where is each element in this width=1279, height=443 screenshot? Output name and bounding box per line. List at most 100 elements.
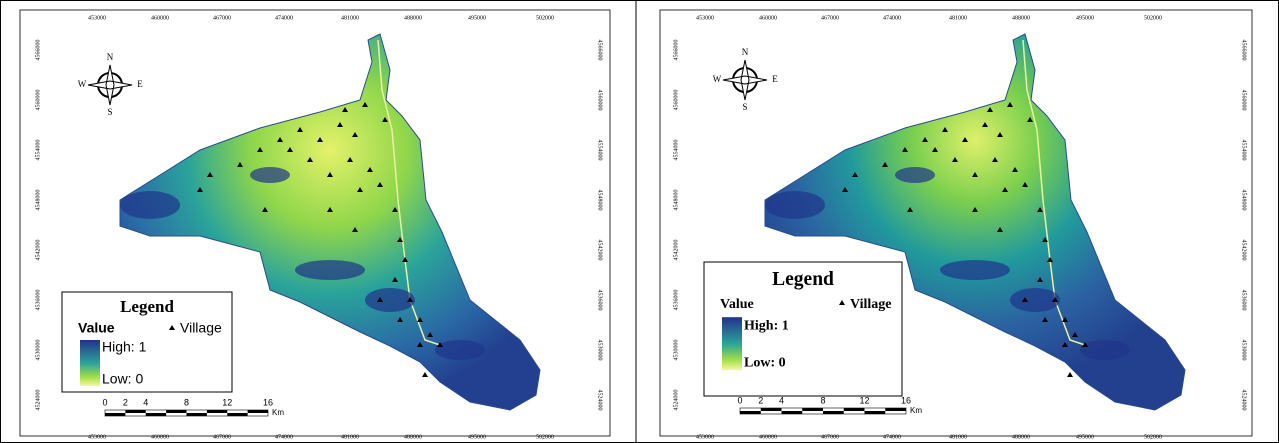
y-coord-label: 4560000 (1241, 90, 1247, 111)
low-zone (250, 167, 290, 183)
y-coord-label: 4530000 (35, 340, 41, 361)
scale-segment (146, 413, 166, 416)
x-coord-label: 502000 (1144, 434, 1162, 440)
low-zone (940, 260, 1010, 280)
legend-high: High: 1 (744, 319, 789, 334)
x-coord-label: 474000 (275, 15, 293, 21)
compass-star (88, 65, 132, 105)
y-coord-label: 4536000 (673, 290, 679, 311)
x-coord-label: 481000 (341, 15, 359, 21)
scale-segment (207, 410, 227, 413)
x-coord-label: 453000 (88, 15, 106, 21)
y-coord-label: 4542000 (35, 240, 41, 261)
y-coord-label: 4560000 (673, 90, 679, 111)
x-coord-label: 453000 (696, 434, 714, 440)
map-panel: 4530004530004600004600004670004670004740… (20, 10, 610, 440)
y-coord-label: 4536000 (35, 290, 41, 311)
compass-n: N (742, 47, 749, 57)
x-coord-label: 495000 (468, 434, 486, 440)
scale-label: 0 (102, 397, 107, 407)
village-marker (422, 372, 428, 377)
legend-title: Legend (120, 297, 174, 316)
y-coord-label: 4548000 (673, 190, 679, 211)
scale-label: 2 (758, 395, 763, 405)
y-coord-label: 4548000 (1241, 190, 1247, 211)
scale-label: 12 (222, 397, 232, 407)
x-coord-label: 481000 (949, 15, 967, 21)
x-coord-label: 467000 (821, 434, 839, 440)
x-coord-label: 467000 (213, 15, 231, 21)
scale-segment (125, 410, 145, 413)
legend-value: Value (78, 320, 115, 336)
y-coord-label: 4554000 (35, 140, 41, 161)
y-coord-label: 4536000 (597, 290, 603, 311)
scale-segment (782, 411, 803, 414)
y-coord-label: 4566000 (673, 40, 679, 61)
scale-segment (823, 411, 844, 414)
x-coord-label: 495000 (468, 15, 486, 21)
compass-w: W (713, 74, 722, 84)
low-zone (1010, 288, 1060, 312)
x-coord-label: 467000 (213, 434, 231, 440)
scale-label: 8 (820, 395, 825, 405)
x-coord-label: 502000 (536, 15, 554, 21)
compass-star (723, 60, 767, 100)
x-coord-label: 488000 (404, 15, 422, 21)
x-coord-label: 488000 (1012, 434, 1030, 440)
low-zone (295, 260, 365, 280)
scale-unit: Km (272, 408, 284, 417)
y-coord-label: 4548000 (597, 190, 603, 211)
x-coord-label: 495000 (1076, 15, 1094, 21)
y-coord-label: 4566000 (597, 40, 603, 61)
legend-high: High: 1 (102, 339, 147, 355)
scale-unit: Km (910, 406, 922, 415)
x-coord-label: 481000 (341, 434, 359, 440)
legend-ramp (80, 340, 100, 386)
y-coord-label: 4548000 (35, 190, 41, 211)
legend-low: Low: 0 (744, 355, 786, 370)
x-coord-label: 481000 (949, 434, 967, 440)
x-coord-label: 460000 (151, 15, 169, 21)
scale-label: 4 (779, 395, 784, 405)
y-coord-label: 4524000 (1241, 390, 1247, 411)
scale-label: 4 (143, 397, 148, 407)
low-zone (435, 340, 485, 360)
x-coord-label: 502000 (536, 434, 554, 440)
legend-village: Village (850, 297, 891, 312)
scale-segment (865, 411, 886, 414)
scale-label: 2 (123, 397, 128, 407)
legend-low: Low: 0 (102, 371, 143, 387)
x-coord-label: 474000 (883, 434, 901, 440)
scale-label: 8 (184, 397, 189, 407)
scale-segment (105, 413, 125, 416)
scale-segment (844, 408, 865, 411)
scale-segment (187, 413, 207, 416)
compass-w: W (78, 79, 87, 89)
compass-e: E (772, 74, 778, 84)
y-coord-label: 4554000 (673, 140, 679, 161)
y-coord-label: 4530000 (597, 340, 603, 361)
compass-s: S (107, 107, 112, 117)
scale-label: 12 (859, 395, 869, 405)
x-coord-label: 460000 (759, 15, 777, 21)
scale-segment (802, 408, 823, 411)
x-coord-label: 460000 (759, 434, 777, 440)
x-coord-label: 474000 (883, 15, 901, 21)
y-coord-label: 4560000 (597, 90, 603, 111)
x-coord-label: 495000 (1076, 434, 1094, 440)
legend-ramp (722, 317, 742, 370)
compass-s: S (742, 102, 747, 112)
legend-title: Legend (772, 269, 834, 290)
x-coord-label: 467000 (821, 15, 839, 21)
scale-segment (740, 411, 761, 414)
x-coord-label: 488000 (404, 434, 422, 440)
x-coord-label: 453000 (696, 15, 714, 21)
low-zone (1080, 340, 1130, 360)
y-coord-label: 4530000 (1241, 340, 1247, 361)
y-coord-label: 4524000 (673, 390, 679, 411)
y-coord-label: 4524000 (35, 390, 41, 411)
village-marker (1067, 372, 1073, 377)
figure: 453000 453000 460000 460000 467000 467000 4740… (0, 0, 1279, 443)
scale-label: 16 (263, 397, 273, 407)
y-coord-label: 4530000 (673, 340, 679, 361)
